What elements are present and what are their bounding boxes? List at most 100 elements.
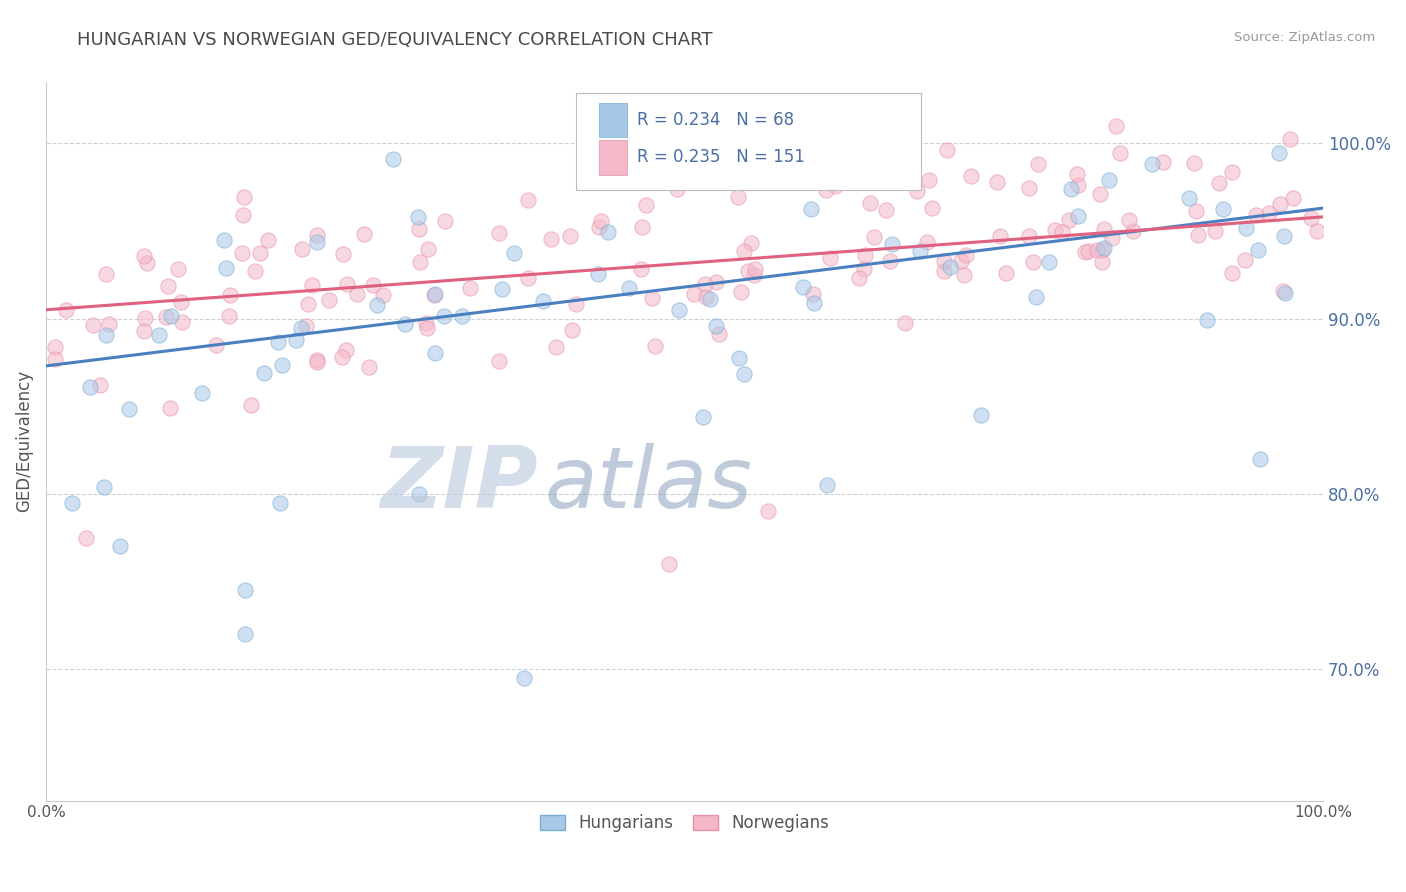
Point [641, 291, 664, 305]
Point [357, 359, 380, 374]
Point [879, 254, 901, 268]
Point [243, 264, 266, 278]
Point [134, 248, 156, 262]
Point [917, 172, 939, 186]
Point [1109, 146, 1132, 161]
Point [882, 236, 904, 251]
Legend: Hungarians, Norwegians: Hungarians, Norwegians [533, 807, 837, 839]
Point [531, 293, 554, 308]
Point [1090, 187, 1112, 202]
Point [811, 164, 834, 178]
Point [267, 334, 290, 349]
Point [792, 280, 814, 294]
Point [1118, 212, 1140, 227]
Point [408, 487, 430, 501]
Point [297, 297, 319, 311]
Point [172, 315, 194, 329]
Point [589, 214, 612, 228]
Point [855, 248, 877, 262]
Bar [599, 103, 627, 137]
Point [44, 351, 66, 366]
Point [617, 281, 640, 295]
Point [949, 253, 972, 268]
Point [1249, 451, 1271, 466]
Point [636, 198, 658, 212]
Point [305, 355, 328, 369]
Point [366, 298, 388, 312]
Point [434, 213, 457, 227]
Point [416, 321, 439, 335]
Point [817, 478, 839, 492]
Point [952, 268, 974, 282]
Point [1067, 210, 1090, 224]
Point [285, 333, 308, 347]
Point [1025, 290, 1047, 304]
Point [160, 310, 183, 324]
Point [257, 233, 280, 247]
Point [1258, 205, 1281, 219]
Point [291, 242, 314, 256]
Point [373, 288, 395, 302]
Point [939, 260, 962, 274]
Point [800, 202, 823, 217]
Point [1244, 208, 1267, 222]
Point [695, 277, 717, 291]
Point [1271, 284, 1294, 298]
Point [1208, 176, 1230, 190]
Point [249, 246, 271, 260]
Point [815, 183, 838, 197]
Point [970, 408, 993, 422]
Point [1306, 224, 1329, 238]
Point [458, 281, 481, 295]
Point [406, 211, 429, 225]
Point [134, 310, 156, 325]
Point [1104, 119, 1126, 133]
Point [301, 278, 323, 293]
Point [863, 230, 886, 244]
Point [1274, 285, 1296, 300]
Point [1022, 255, 1045, 269]
Point [307, 227, 329, 242]
Point [118, 402, 141, 417]
FancyBboxPatch shape [576, 93, 921, 190]
Point [1204, 225, 1226, 239]
Point [1142, 157, 1164, 171]
Point [1066, 167, 1088, 181]
Point [1094, 241, 1116, 255]
Point [62, 495, 84, 509]
Point [205, 337, 228, 351]
Point [55, 302, 77, 317]
Point [231, 246, 253, 260]
Point [517, 193, 540, 207]
Point [546, 340, 568, 354]
Point [416, 243, 439, 257]
Point [692, 410, 714, 425]
Point [44, 339, 66, 353]
Point [318, 293, 340, 307]
Point [704, 319, 727, 334]
Point [1234, 221, 1257, 235]
Point [699, 293, 721, 307]
Point [363, 277, 385, 292]
Point [239, 398, 262, 412]
Point [932, 254, 955, 268]
Point [875, 202, 897, 217]
Point [513, 671, 536, 685]
Point [540, 232, 562, 246]
Point [565, 297, 588, 311]
Point [955, 247, 977, 261]
Point [235, 627, 257, 641]
Point [332, 246, 354, 260]
Point [79, 379, 101, 393]
Point [488, 353, 510, 368]
Point [423, 287, 446, 301]
Point [148, 327, 170, 342]
Point [818, 251, 841, 265]
Point [558, 228, 581, 243]
Point [110, 540, 132, 554]
Point [433, 310, 456, 324]
Point [598, 225, 620, 239]
Point [1278, 132, 1301, 146]
Point [330, 351, 353, 365]
Point [218, 310, 240, 324]
